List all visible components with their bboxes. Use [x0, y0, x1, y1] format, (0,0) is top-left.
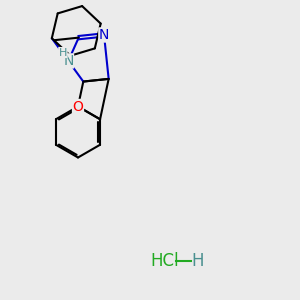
Text: O: O: [73, 100, 83, 113]
Text: H: H: [59, 47, 67, 58]
Text: N: N: [63, 54, 74, 68]
Text: H: H: [192, 252, 204, 270]
Text: HCl: HCl: [151, 252, 179, 270]
Text: N: N: [99, 28, 109, 42]
